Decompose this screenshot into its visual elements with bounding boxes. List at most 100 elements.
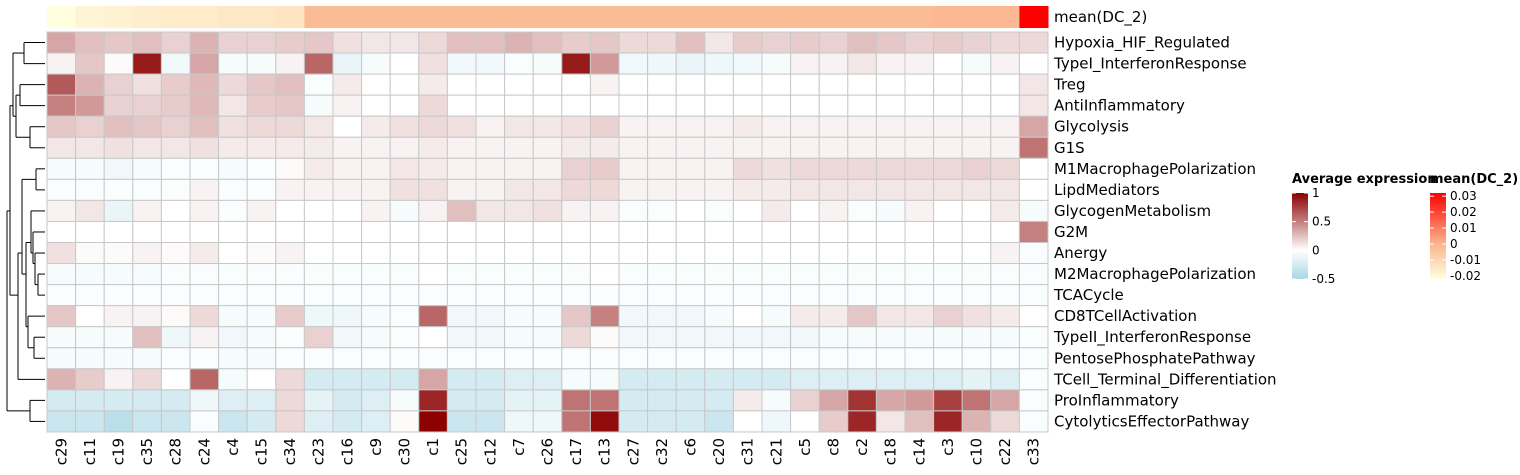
heatmap-cell <box>75 389 105 412</box>
heatmap-cell <box>103 368 134 391</box>
heatmap-cell <box>275 242 305 265</box>
heatmap-cell <box>647 410 677 433</box>
heatmap-cell <box>303 115 334 138</box>
heatmap-cell <box>904 136 935 159</box>
heatmap-cell <box>532 284 563 307</box>
legend-tick-label: 0.5 <box>1312 215 1331 229</box>
annotation-label: mean(DC_2) <box>1054 8 1147 27</box>
heatmap-cell <box>303 305 334 328</box>
heatmap-cell <box>189 199 220 222</box>
heatmap-cell <box>761 410 792 433</box>
column-label: c13 <box>596 438 614 465</box>
heatmap-cell <box>532 263 563 286</box>
heatmap-cell <box>75 115 105 138</box>
row-label: G2M <box>1054 223 1088 241</box>
heatmap-cell <box>75 347 105 370</box>
heatmap-cell <box>1018 368 1049 391</box>
legend-tick-label: -0.5 <box>1312 272 1335 286</box>
heatmap-cell <box>475 305 506 328</box>
legend-tick-label: 0.01 <box>1450 221 1477 235</box>
heatmap-cell <box>418 410 448 433</box>
heatmap-cell <box>446 52 477 75</box>
heatmap-cell <box>389 136 420 159</box>
column-label: c18 <box>882 438 900 465</box>
row-label: AntiInflammatory <box>1054 97 1185 115</box>
heatmap-cell <box>218 220 248 243</box>
column-label: c9 <box>367 438 385 456</box>
annotation-cell <box>762 6 792 28</box>
heatmap-cell <box>1018 305 1049 328</box>
heatmap-cell <box>160 199 191 222</box>
annotation-cell <box>704 6 734 28</box>
heatmap-cell <box>389 410 420 433</box>
heatmap-cell <box>361 389 391 412</box>
heatmap-cell <box>332 52 363 75</box>
heatmap-cell <box>446 410 477 433</box>
heatmap-cell <box>275 263 305 286</box>
heatmap-cell <box>189 368 220 391</box>
heatmap-cell <box>103 52 134 75</box>
heatmap-cell <box>418 368 448 391</box>
heatmap-cell <box>361 368 391 391</box>
legend-tick-label: 0.02 <box>1450 205 1477 219</box>
heatmap-cell <box>732 284 763 307</box>
heatmap-cell <box>275 52 305 75</box>
heatmap-cell <box>675 368 706 391</box>
column-label: c8 <box>825 438 843 456</box>
heatmap-cell <box>875 31 906 54</box>
row-label: M1MacrophagePolarization <box>1054 160 1256 178</box>
heatmap-cell <box>618 410 649 433</box>
heatmap-cell <box>589 347 620 370</box>
annotation-bar <box>47 6 1049 28</box>
heatmap-cell <box>847 157 877 180</box>
heatmap-cell <box>933 326 963 349</box>
heatmap-cell <box>189 326 220 349</box>
heatmap-cell <box>160 220 191 243</box>
heatmap-cell <box>303 284 334 307</box>
heatmap-cell <box>933 136 963 159</box>
column-label: c31 <box>739 438 757 465</box>
heatmap-cell <box>618 305 649 328</box>
heatmap-cell <box>818 31 849 54</box>
heatmap-cell <box>875 115 906 138</box>
heatmap-cell <box>732 410 763 433</box>
heatmap-cell <box>46 31 77 54</box>
heatmap-cell <box>75 52 105 75</box>
heatmap-cell <box>275 199 305 222</box>
annotation-cell <box>733 6 763 28</box>
heatmap-cell <box>961 115 992 138</box>
column-label: c12 <box>481 438 499 465</box>
heatmap-cell <box>933 263 963 286</box>
heatmap-cell <box>303 73 334 96</box>
heatmap-cell <box>761 305 792 328</box>
heatmap-cell <box>933 410 963 433</box>
heatmap-cell <box>446 368 477 391</box>
heatmap-cell <box>847 242 877 265</box>
heatmap-cell <box>990 157 1020 180</box>
heatmap-cell <box>990 284 1020 307</box>
column-label: c32 <box>653 438 671 465</box>
heatmap-cell <box>561 220 591 243</box>
heatmap-cell <box>1018 242 1049 265</box>
annotation-cell <box>161 6 191 28</box>
heatmap-cell <box>904 73 935 96</box>
heatmap-cell <box>732 368 763 391</box>
heatmap-cell <box>504 220 534 243</box>
heatmap-cell <box>847 410 877 433</box>
heatmap-cell <box>475 410 506 433</box>
heatmap-cell <box>389 242 420 265</box>
row-label: G1S <box>1054 139 1085 157</box>
annotation-cell <box>590 6 620 28</box>
heatmap-cell <box>790 410 820 433</box>
heatmap-cell <box>961 347 992 370</box>
heatmap-cell <box>933 115 963 138</box>
heatmap-cell <box>618 326 649 349</box>
heatmap-cell <box>189 263 220 286</box>
heatmap-cell <box>790 347 820 370</box>
heatmap-cell <box>504 52 534 75</box>
heatmap-cell <box>361 284 391 307</box>
heatmap-cell <box>361 199 391 222</box>
heatmap-cell <box>732 52 763 75</box>
heatmap-cell <box>961 136 992 159</box>
heatmap-cell <box>675 284 706 307</box>
